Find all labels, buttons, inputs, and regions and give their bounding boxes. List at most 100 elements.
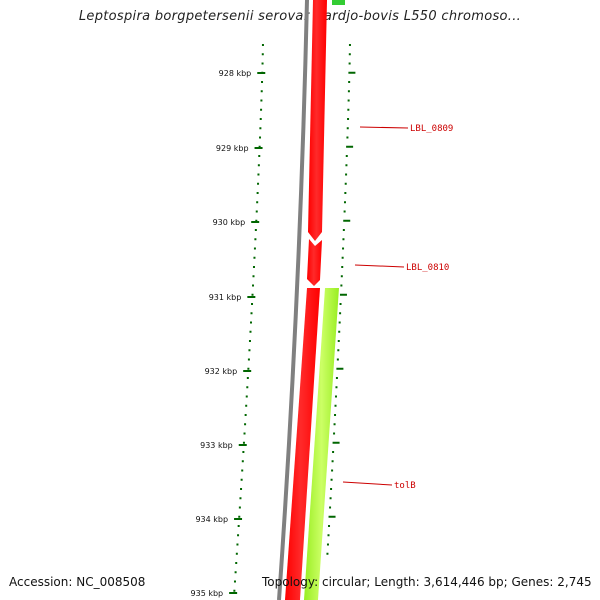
ruler-dot bbox=[254, 229, 257, 231]
ruler-dot bbox=[234, 571, 237, 574]
gene-label-tolb[interactable]: tolB bbox=[342, 481, 416, 491]
ruler-dot bbox=[329, 506, 332, 509]
ruler-dot bbox=[261, 44, 264, 46]
ruler-dot bbox=[241, 460, 244, 463]
ruler-dot bbox=[257, 182, 260, 185]
ruler-dot bbox=[258, 155, 261, 157]
accession-text: Accession: NC_008508 bbox=[9, 575, 146, 589]
ruler-dot bbox=[338, 321, 341, 324]
ruler-dot bbox=[330, 478, 333, 481]
ruler-dot bbox=[241, 469, 244, 472]
kbp-tick-label: 933 kbp bbox=[200, 441, 233, 450]
ruler-dot bbox=[331, 469, 334, 472]
kbp-tick bbox=[229, 592, 238, 594]
ruler-dot bbox=[245, 395, 248, 398]
ruler-dot bbox=[339, 312, 342, 315]
gene-red-lower[interactable] bbox=[285, 288, 320, 600]
ruler-dot bbox=[248, 349, 251, 352]
kbp-tick bbox=[243, 370, 252, 372]
kbp-scale: 928 kbp 929 kbp 930 kbp 931 kbp 932 kbp 933 k… bbox=[191, 69, 266, 598]
ruler-dot bbox=[253, 256, 256, 259]
ruler-dot bbox=[342, 247, 345, 250]
ruler-dot bbox=[238, 515, 241, 518]
ruler-dot bbox=[347, 118, 350, 120]
ruler-dot bbox=[254, 238, 257, 241]
ruler-dot bbox=[257, 164, 260, 167]
ruler-dot bbox=[240, 478, 243, 481]
gene-topright bbox=[332, 0, 345, 5]
gene-label-lbl-0809[interactable]: LBL_0809 bbox=[359, 124, 453, 134]
gene-lbl-0810[interactable] bbox=[307, 239, 322, 286]
ruler-dot bbox=[335, 386, 338, 389]
ruler-dot bbox=[259, 127, 262, 130]
ruler-dot bbox=[249, 330, 252, 333]
ruler-dot bbox=[348, 71, 356, 74]
ruler-dot bbox=[348, 53, 351, 56]
gene-lbl-0809[interactable] bbox=[308, 0, 327, 241]
ruler-dot bbox=[237, 525, 240, 527]
ruler-dot bbox=[340, 275, 343, 278]
ruler-dot bbox=[259, 118, 262, 120]
ruler-dot bbox=[347, 108, 350, 111]
gene-label-text: LBL_0810 bbox=[406, 263, 449, 273]
ruler-dot bbox=[333, 423, 336, 426]
ruler-dot bbox=[260, 99, 263, 102]
ruler-dot bbox=[252, 266, 255, 268]
ruler-dot bbox=[347, 99, 350, 102]
ruler-dot bbox=[261, 62, 264, 65]
ruler-dot bbox=[260, 108, 263, 111]
kbp-tick bbox=[234, 518, 243, 520]
ruler-dot bbox=[252, 275, 255, 278]
ruler-dot bbox=[245, 404, 248, 407]
ruler-dot bbox=[248, 340, 251, 342]
ruler-dot bbox=[333, 432, 336, 435]
gene-label-text: tolB bbox=[394, 481, 416, 491]
ruler-dot bbox=[339, 293, 347, 296]
ruler-dot bbox=[247, 367, 250, 370]
kbp-tick-label: 932 kbp bbox=[205, 367, 238, 376]
ruler-dot bbox=[251, 293, 254, 296]
ruler-dot bbox=[256, 192, 259, 194]
ruler-dot bbox=[334, 404, 337, 407]
ruler-dot bbox=[258, 145, 261, 148]
ruler-dot bbox=[341, 266, 344, 268]
ruler-dot bbox=[348, 62, 351, 65]
ruler-dot bbox=[326, 543, 329, 546]
ruler-dot bbox=[247, 358, 250, 361]
gene-tolb[interactable] bbox=[304, 288, 339, 600]
ruler-dot bbox=[337, 349, 340, 352]
ruler-dot bbox=[343, 201, 346, 204]
gene-label-lbl-0810[interactable]: LBL_0810 bbox=[354, 263, 449, 273]
outer-ruler-dots bbox=[326, 44, 356, 555]
ruler-dot bbox=[342, 229, 345, 231]
kbp-tick bbox=[247, 296, 256, 298]
kbp-tick-label: 929 kbp bbox=[216, 144, 249, 153]
ruler-dot bbox=[244, 423, 247, 426]
ruler-dot bbox=[329, 497, 332, 500]
ruler-dot bbox=[250, 321, 253, 324]
ruler-dot bbox=[238, 506, 241, 509]
ruler-dot bbox=[237, 534, 240, 537]
ruler-dot bbox=[346, 127, 349, 130]
ruler-dot bbox=[340, 284, 343, 287]
ruler-dot bbox=[235, 552, 238, 555]
ruler-dot bbox=[342, 238, 345, 241]
ruler-dot bbox=[326, 552, 329, 555]
map-title: Leptospira borgpetersenii serovar Hardjo… bbox=[78, 9, 522, 24]
ruler-dot bbox=[343, 219, 351, 222]
ruler-dot bbox=[347, 90, 350, 93]
kbp-tick-label: 930 kbp bbox=[213, 218, 246, 227]
ruler-dot bbox=[338, 330, 341, 333]
ruler-dot bbox=[344, 182, 347, 185]
kbp-tick bbox=[251, 221, 260, 223]
ruler-dot bbox=[328, 515, 336, 518]
ruler-dot bbox=[331, 460, 334, 463]
ruler-dot bbox=[334, 414, 337, 416]
ruler-dot bbox=[345, 164, 348, 167]
ruler-dot bbox=[332, 441, 340, 444]
ruler-dot bbox=[339, 303, 342, 305]
ruler-dot bbox=[328, 525, 331, 527]
ruler-dot bbox=[233, 589, 236, 592]
ruler-dot bbox=[336, 367, 344, 370]
